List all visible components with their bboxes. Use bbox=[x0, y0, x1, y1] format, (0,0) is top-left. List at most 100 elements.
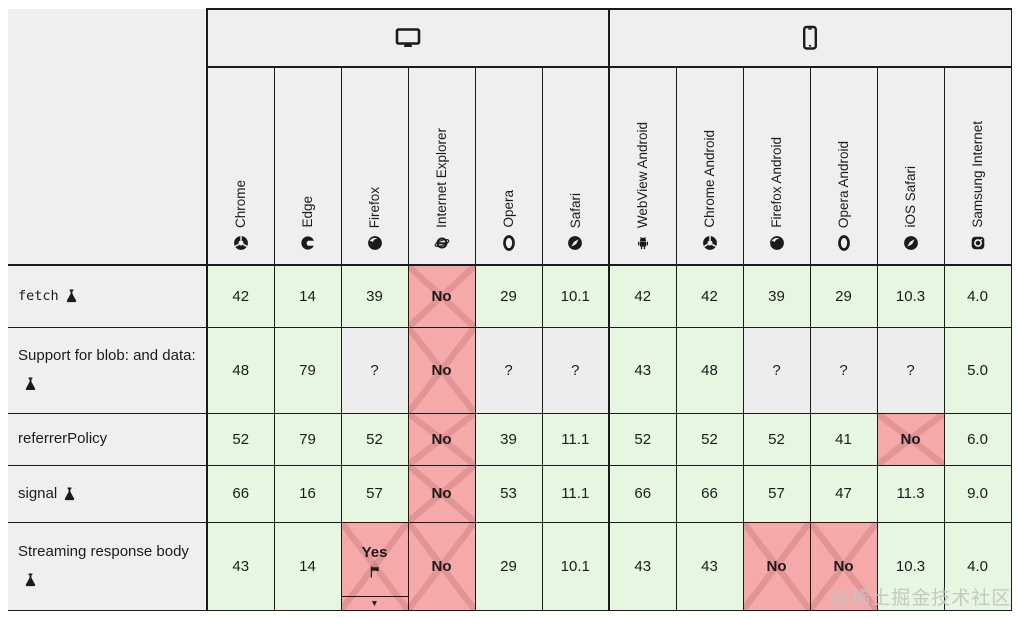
samsung-internet-icon bbox=[971, 236, 984, 250]
support-cell[interactable]: ? bbox=[742, 326, 811, 414]
support-cell[interactable]: 43 bbox=[675, 521, 744, 611]
feature-link[interactable]: fetch bbox=[18, 288, 59, 305]
support-cell[interactable]: 53 bbox=[474, 464, 543, 523]
support-cell[interactable]: 10.3 bbox=[876, 521, 945, 611]
support-cell[interactable]: 66 bbox=[206, 464, 275, 523]
table-row: fetch 42 14 39 No 29 10.1 42 42 39 29 10… bbox=[8, 264, 1012, 328]
chrome-icon bbox=[702, 236, 717, 250]
support-cell[interactable]: No bbox=[407, 521, 476, 611]
support-cell[interactable]: 48 bbox=[675, 326, 744, 414]
firefox-icon bbox=[367, 236, 382, 250]
safari-icon bbox=[568, 236, 583, 250]
android-robot-icon bbox=[637, 237, 648, 250]
safari-icon bbox=[903, 236, 918, 250]
feature-link[interactable]: Streaming response body bbox=[18, 543, 189, 561]
browser-col-chrome-android: Chrome Android bbox=[675, 66, 744, 266]
support-cell[interactable]: 52 bbox=[608, 412, 677, 466]
mobile-group-header bbox=[607, 8, 1012, 68]
support-cell[interactable]: No bbox=[407, 412, 476, 466]
support-cell[interactable]: 4.0 bbox=[943, 264, 1012, 328]
support-cell[interactable]: 66 bbox=[675, 464, 744, 523]
support-cell[interactable]: 29 bbox=[474, 264, 543, 328]
edge-icon bbox=[300, 236, 314, 250]
support-cell[interactable]: 57 bbox=[340, 464, 409, 523]
support-cell[interactable]: ? bbox=[541, 326, 610, 414]
firefox-icon bbox=[769, 236, 784, 250]
support-cell[interactable]: 39 bbox=[474, 412, 543, 466]
support-cell[interactable]: 57 bbox=[742, 464, 811, 523]
browser-label: Opera bbox=[501, 190, 516, 228]
flag-icon bbox=[370, 565, 379, 578]
support-cell[interactable]: No bbox=[742, 521, 811, 611]
experimental-flask-icon bbox=[66, 289, 76, 303]
support-cell[interactable]: 79 bbox=[273, 326, 342, 414]
support-cell[interactable]: 52 bbox=[206, 412, 275, 466]
feature-link[interactable]: referrerPolicy bbox=[18, 430, 108, 448]
support-cell[interactable]: 11.3 bbox=[876, 464, 945, 523]
support-cell[interactable]: 14 bbox=[273, 264, 342, 328]
support-cell[interactable]: 42 bbox=[675, 264, 744, 328]
browser-col-firefox-android: Firefox Android bbox=[742, 66, 811, 266]
support-cell[interactable]: 4.0 bbox=[943, 521, 1012, 611]
support-cell[interactable]: 16 bbox=[273, 464, 342, 523]
feature-row-header: signal bbox=[8, 464, 208, 523]
support-cell[interactable]: 29 bbox=[474, 521, 543, 611]
browser-col-opera: Opera bbox=[474, 66, 543, 266]
support-cell[interactable]: 29 bbox=[809, 264, 878, 328]
support-cell[interactable]: 10.1 bbox=[541, 264, 610, 328]
support-cell[interactable]: 39 bbox=[340, 264, 409, 328]
support-cell[interactable]: No bbox=[407, 264, 476, 328]
support-cell[interactable]: No bbox=[876, 412, 945, 466]
support-cell[interactable]: 9.0 bbox=[943, 464, 1012, 523]
support-cell[interactable]: 79 bbox=[273, 412, 342, 466]
support-cell[interactable]: 48 bbox=[206, 326, 275, 414]
support-cell[interactable]: ? bbox=[340, 326, 409, 414]
support-cell[interactable]: ? bbox=[809, 326, 878, 414]
chrome-icon bbox=[233, 236, 248, 250]
support-cell[interactable]: Yes ▼ bbox=[340, 521, 409, 611]
monitor-icon bbox=[395, 28, 421, 47]
support-cell[interactable]: ? bbox=[876, 326, 945, 414]
support-cell[interactable]: 11.1 bbox=[541, 412, 610, 466]
support-cell[interactable]: 43 bbox=[608, 521, 677, 611]
support-cell[interactable]: 10.1 bbox=[541, 521, 610, 611]
experimental-flask-icon bbox=[25, 573, 36, 587]
browser-col-chrome: Chrome bbox=[206, 66, 275, 266]
support-cell[interactable]: No bbox=[809, 521, 878, 611]
browser-col-samsung-internet: Samsung Internet bbox=[943, 66, 1012, 266]
support-cell[interactable]: 52 bbox=[675, 412, 744, 466]
support-cell[interactable]: No bbox=[407, 464, 476, 523]
browser-col-firefox: Firefox bbox=[340, 66, 409, 266]
browser-col-internet-explorer: Internet Explorer bbox=[407, 66, 476, 266]
support-cell[interactable]: 11.1 bbox=[541, 464, 610, 523]
support-cell[interactable]: 41 bbox=[809, 412, 878, 466]
support-cell[interactable]: 42 bbox=[206, 264, 275, 328]
table-row: signal 66 16 57 No 53 11.1 66 66 57 47 1… bbox=[8, 464, 1012, 523]
support-cell[interactable]: 42 bbox=[608, 264, 677, 328]
support-cell[interactable]: 52 bbox=[340, 412, 409, 466]
support-cell[interactable]: 43 bbox=[206, 521, 275, 611]
browser-col-ios-safari: iOS Safari bbox=[876, 66, 945, 266]
history-toggle[interactable]: ▼ bbox=[341, 595, 408, 610]
browser-col-webview-android: WebView Android bbox=[608, 66, 677, 266]
support-cell[interactable]: ? bbox=[474, 326, 543, 414]
support-cell[interactable]: 10.3 bbox=[876, 264, 945, 328]
support-cell[interactable]: 14 bbox=[273, 521, 342, 611]
support-cell[interactable]: 39 bbox=[742, 264, 811, 328]
support-cell[interactable]: 47 bbox=[809, 464, 878, 523]
feature-link[interactable]: Support for blob: and data: bbox=[18, 347, 196, 365]
support-cell[interactable]: No bbox=[407, 326, 476, 414]
opera-icon bbox=[837, 235, 850, 251]
browser-label: Internet Explorer bbox=[434, 128, 449, 228]
support-cell[interactable]: 52 bbox=[742, 412, 811, 466]
browser-col-edge: Edge bbox=[273, 66, 342, 266]
support-cell[interactable]: 6.0 bbox=[943, 412, 1012, 466]
support-cell[interactable]: 43 bbox=[608, 326, 677, 414]
feature-link[interactable]: signal bbox=[18, 484, 58, 502]
browser-label: Chrome bbox=[233, 179, 249, 228]
chevron-down-icon: ▼ bbox=[370, 597, 379, 608]
table-row: Streaming response body 43 14 Yes ▼ No 2… bbox=[8, 521, 1012, 611]
support-cell[interactable]: 66 bbox=[608, 464, 677, 523]
table-row: referrerPolicy 52 79 52 No 39 11.1 52 52… bbox=[8, 412, 1012, 466]
support-cell[interactable]: 5.0 bbox=[943, 326, 1012, 414]
